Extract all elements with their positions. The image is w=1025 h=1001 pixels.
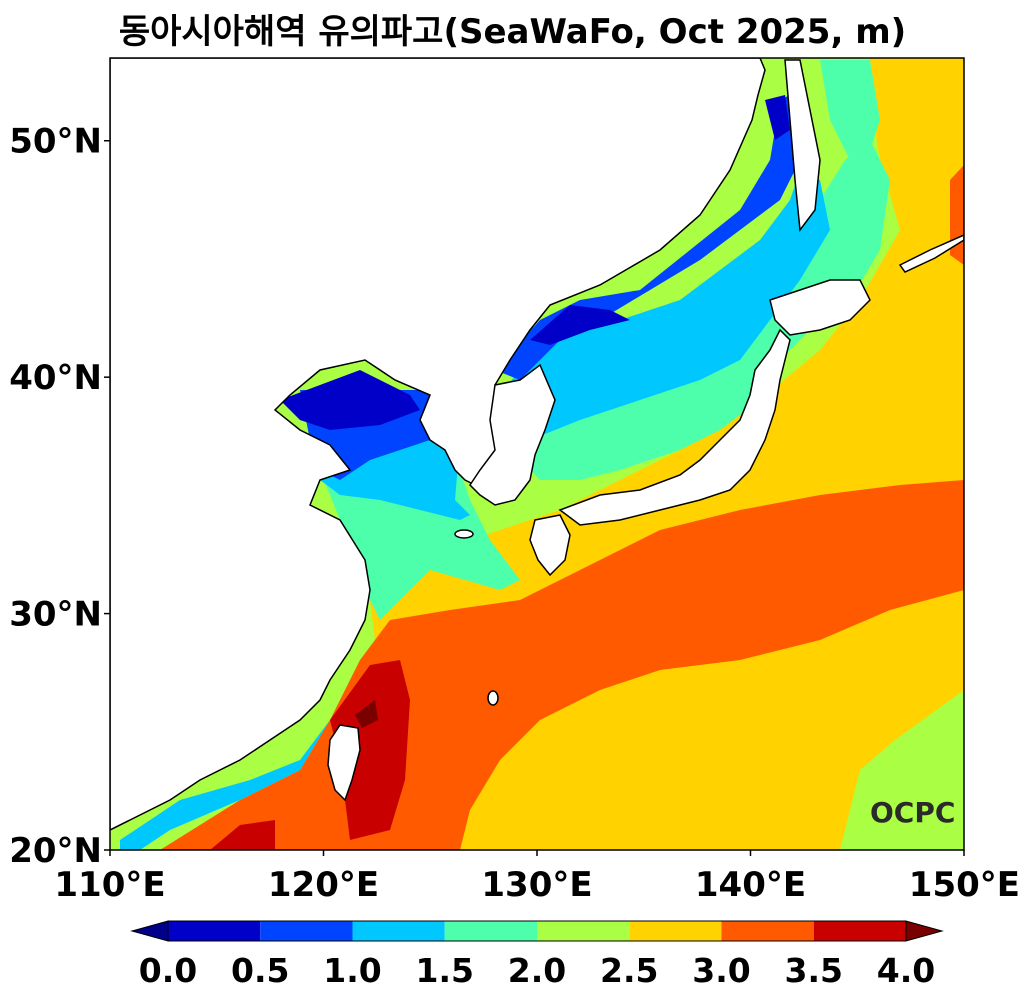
lon-tick-label: 110°E bbox=[54, 865, 165, 905]
wave-band-1.5-2.0-yellowsea bbox=[320, 470, 520, 620]
lat-tick-label: 50°N bbox=[9, 122, 102, 162]
lon-tick-label: 130°E bbox=[481, 865, 592, 905]
lat-tick-label: 40°N bbox=[9, 358, 102, 398]
colorbar-level-label: 1.0 bbox=[323, 951, 381, 990]
colorbar-level-label: 0.5 bbox=[231, 951, 289, 990]
colorbar-level-label: 4.0 bbox=[877, 951, 935, 990]
ocpc-logo-text: OCPC bbox=[870, 796, 955, 829]
colorbar-segment bbox=[537, 921, 630, 941]
ocpc-logo: OCPC bbox=[870, 796, 955, 829]
wave-band-0.0-0.5-tatar bbox=[765, 95, 790, 140]
colorbar-under-arrow bbox=[130, 920, 169, 942]
wave-band-over-4.0 bbox=[355, 700, 378, 728]
land-okinawa bbox=[487, 690, 499, 706]
wave-band-1.0-1.5-eastsea bbox=[495, 170, 830, 440]
colorbar-level-label: 2.0 bbox=[508, 951, 566, 990]
lon-tick-label: 120°E bbox=[268, 865, 379, 905]
colorbar-segment bbox=[444, 921, 537, 941]
colorbar-segment bbox=[629, 921, 722, 941]
map-plot-area bbox=[110, 58, 964, 850]
map-title: 동아시아해역 유의파고(SeaWaFo, Oct 2025, m) bbox=[118, 12, 907, 52]
land-japan-honshu bbox=[558, 328, 791, 526]
colorbar-level-label: 0.0 bbox=[139, 951, 197, 990]
wave-band-3.0-3.5-north bbox=[950, 165, 964, 265]
land-jeju bbox=[454, 529, 474, 539]
colorbar-segment bbox=[168, 921, 261, 941]
colorbar-segment bbox=[260, 921, 353, 941]
colorbar-level-label: 1.5 bbox=[416, 951, 474, 990]
colorbar-level-label: 2.5 bbox=[600, 951, 658, 990]
colorbar-segment bbox=[813, 921, 906, 941]
land-sakhalin bbox=[784, 59, 821, 232]
wave-band-1.5-2.0-pacific bbox=[820, 60, 880, 180]
lon-tick-label: 140°E bbox=[695, 865, 806, 905]
wave-band-3.5-4.0-south bbox=[210, 820, 275, 850]
colorbar-over-arrow bbox=[905, 920, 944, 942]
wave-band-0.0-0.5-bohai bbox=[280, 370, 420, 430]
wave-band-1.0-1.5-coast bbox=[120, 720, 330, 850]
colorbar-labels: 0.0 0.5 1.0 1.5 2.0 2.5 3.0 3.5 4.0 bbox=[139, 951, 935, 990]
lat-tick-label: 20°N bbox=[9, 831, 102, 871]
land-korea bbox=[469, 363, 556, 506]
colorbar-frame bbox=[167, 920, 907, 942]
wave-band-3.5-4.0 bbox=[330, 660, 410, 840]
longitude-axis: 110°E 120°E 130°E 140°E 150°E bbox=[54, 850, 1020, 905]
land-japan-hokkaido bbox=[769, 279, 871, 336]
latitude-axis: 50°N 40°N 30°N 20°N bbox=[9, 122, 110, 871]
colorbar-level-label: 3.0 bbox=[692, 951, 750, 990]
lon-tick-label: 150°E bbox=[909, 865, 1020, 905]
colorbar-segment bbox=[721, 921, 814, 941]
land-japan-kyushu bbox=[529, 514, 571, 577]
land-asia-mainland bbox=[110, 58, 766, 831]
colorbar-segment bbox=[352, 921, 445, 941]
land-kamchatka-kurils bbox=[898, 234, 964, 273]
wave-band-0.0-0.5-eastsea bbox=[530, 305, 630, 345]
colorbar-level-label: 3.5 bbox=[785, 951, 843, 990]
lat-tick-label: 30°N bbox=[9, 595, 102, 635]
land-taiwan bbox=[327, 724, 361, 802]
colorbar bbox=[130, 920, 944, 942]
